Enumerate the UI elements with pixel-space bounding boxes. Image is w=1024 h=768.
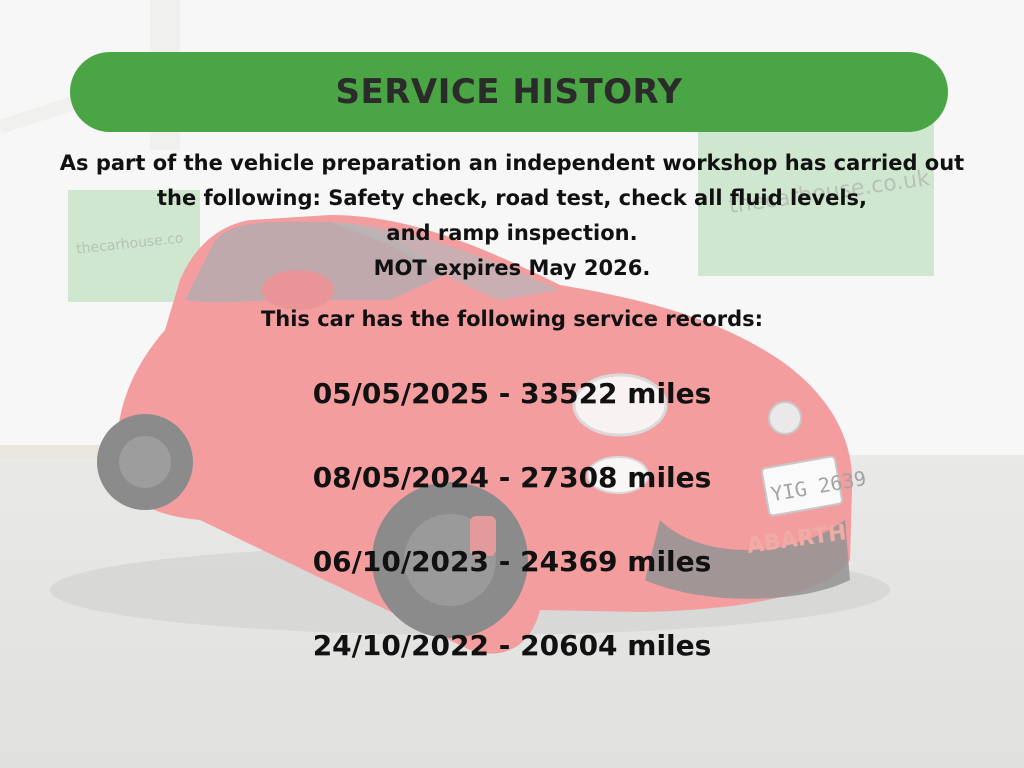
service-record: 05/05/2025 - 33522 miles xyxy=(312,377,712,410)
records-heading: This car has the following service recor… xyxy=(260,307,764,331)
title-banner: SERVICE HISTORY xyxy=(70,52,948,132)
intro-line: and ramp inspection. xyxy=(386,221,638,245)
service-record: 08/05/2024 - 27308 miles xyxy=(312,461,712,494)
car-windscreen xyxy=(330,222,560,300)
car-window xyxy=(185,222,445,303)
car-foglight xyxy=(587,456,649,494)
service-record: 06/10/2023 - 24369 miles xyxy=(312,545,712,578)
car-mirror xyxy=(262,270,334,310)
service-records-list: 05/05/2025 - 33522 miles 08/05/2024 - 27… xyxy=(0,372,1024,708)
car-grille xyxy=(645,520,850,599)
banner-right: thecarhouse.co.uk xyxy=(698,120,934,276)
intro-line: the following: Safety check, road test, … xyxy=(156,186,868,210)
intro-line: As part of the vehicle preparation an in… xyxy=(59,151,965,175)
car-headlight xyxy=(572,373,668,437)
number-plate xyxy=(761,455,843,517)
car-badge xyxy=(768,401,802,435)
intro-paragraph: As part of the vehicle preparation an in… xyxy=(10,146,1014,286)
page-title: SERVICE HISTORY xyxy=(335,72,683,112)
banner-left: thecarhouse.co xyxy=(68,190,200,302)
intro-line: MOT expires May 2026. xyxy=(373,256,651,280)
service-record: 24/10/2022 - 20604 miles xyxy=(312,629,712,662)
